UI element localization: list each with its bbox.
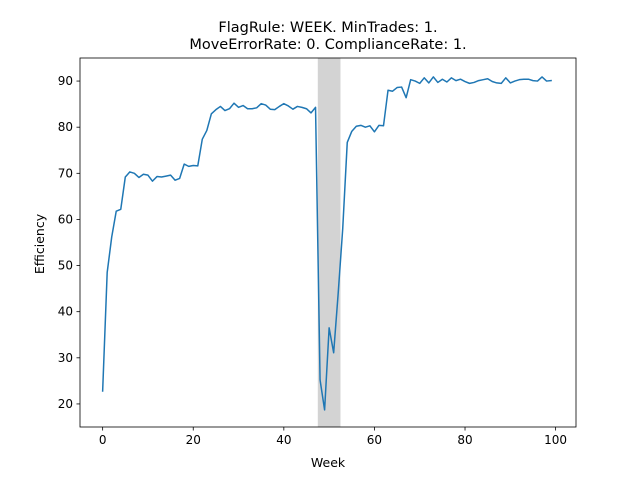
y-axis-label: Efficiency <box>32 213 47 274</box>
x-axis-label: Week <box>311 455 346 470</box>
axes-frame <box>79 57 577 428</box>
plot-area: 0 20 40 60 80 100 20 30 40 50 60 70 80 90 <box>58 57 577 447</box>
series-line-efficiency <box>101 76 552 411</box>
y-tick-label: 30 <box>58 351 73 365</box>
x-tick-label: 100 <box>544 433 567 447</box>
y-tick-label: 50 <box>58 259 73 273</box>
x-tick-label: 60 <box>367 433 382 447</box>
chart-title-line-2: MoveErrorRate: 0. ComplianceRate: 1. <box>189 37 466 53</box>
x-tick-label: 0 <box>99 433 107 447</box>
y-tick-label: 80 <box>58 120 73 134</box>
y-tick-label: 40 <box>58 305 73 319</box>
x-tick-label: 40 <box>276 433 291 447</box>
x-tick-label: 20 <box>186 433 201 447</box>
y-tick-label: 90 <box>58 74 73 88</box>
shaded-region <box>317 58 341 427</box>
y-tick-label: 20 <box>58 397 73 411</box>
chart-title-line-1: FlagRule: WEEK. MinTrades: 1. <box>218 20 437 36</box>
x-tick-label: 80 <box>457 433 472 447</box>
y-tick-label: 60 <box>58 212 73 226</box>
y-tick-label: 70 <box>58 166 73 180</box>
